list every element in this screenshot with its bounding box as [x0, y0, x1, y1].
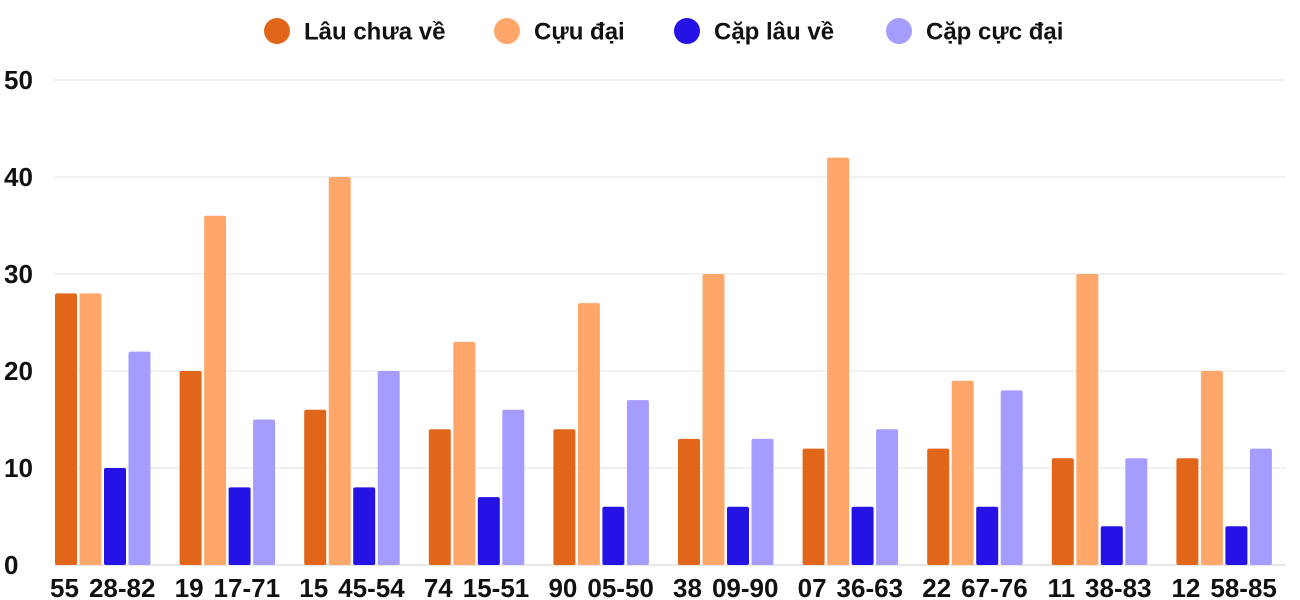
bar-3-38: [727, 506, 749, 565]
x-tick-number: 19: [175, 573, 204, 600]
bar-1-22: [927, 448, 950, 565]
x-tick-label: 19 17-71: [175, 573, 280, 600]
y-tick-label: 50: [4, 65, 33, 95]
bar-4-38: [751, 438, 774, 565]
bar-3-74: [477, 497, 500, 565]
bar-1-12: [1176, 458, 1199, 565]
x-tick-pair: 45-54: [338, 573, 405, 600]
y-tick-label: 20: [4, 356, 33, 386]
x-tick-label: 22 67-76: [922, 573, 1027, 600]
legend-swatch: [264, 18, 290, 44]
bar-3-15: [353, 487, 376, 565]
bar-3-11: [1100, 526, 1123, 565]
bar-3-22: [976, 506, 999, 565]
bar-3-07: [851, 506, 874, 565]
bar-1-07: [802, 448, 825, 565]
bar-1-11: [1051, 458, 1074, 565]
x-tick-number: 22: [922, 573, 951, 600]
x-axis: 55 28-82 19 17-71 15 45-54 74 15-51 90 05-50 38 09-…: [50, 573, 1277, 600]
x-tick-label: 15 45-54: [299, 573, 405, 600]
y-tick-label: 30: [4, 259, 33, 289]
x-tick-pair: 05-50: [587, 573, 654, 600]
bar-4-12: [1249, 448, 1272, 565]
bar-1-15: [304, 409, 327, 565]
bar-1-90: [553, 429, 576, 565]
legend-item: Cựu đại: [494, 18, 625, 46]
bar-2-19: [204, 215, 227, 566]
bar-4-11: [1125, 458, 1148, 565]
x-tick-number: 12: [1171, 573, 1200, 600]
y-tick-label: 10: [4, 453, 33, 483]
x-tick-pair: 58-85: [1210, 573, 1277, 600]
x-tick-pair: 09-90: [712, 573, 779, 600]
x-tick-pair: 67-76: [961, 573, 1028, 600]
bar-3-55: [104, 468, 126, 565]
x-tick-number: 55: [50, 573, 79, 600]
bar-2-38: [702, 274, 725, 565]
x-tick-number: 90: [548, 573, 577, 600]
legend-item: Cặp cực đại: [886, 18, 1063, 46]
bar-1-19: [179, 371, 202, 565]
x-tick-pair: 15-51: [463, 573, 530, 600]
bar-1-38: [678, 438, 700, 565]
bar-2-90: [577, 303, 600, 565]
bars: [55, 157, 1272, 566]
legend-swatch: [674, 18, 700, 44]
bar-2-55: [79, 293, 102, 565]
bar-1-74: [428, 429, 451, 565]
x-tick-number: 74: [424, 573, 453, 600]
legend-label: Cặp lâu về: [714, 19, 834, 46]
bar-4-90: [626, 400, 649, 565]
y-tick-label: 0: [4, 550, 18, 580]
x-tick-label: 12 58-85: [1171, 573, 1276, 600]
bar-3-90: [602, 506, 625, 565]
x-tick-pair: 38-83: [1085, 573, 1152, 600]
x-tick-label: 11 38-83: [1048, 573, 1152, 600]
bar-2-22: [951, 380, 974, 565]
x-tick-number: 15: [299, 573, 328, 600]
legend-item: Cặp lâu về: [674, 18, 834, 46]
bar-4-55: [128, 351, 151, 565]
x-tick-pair: 36-63: [837, 573, 904, 600]
x-tick-pair: 28-82: [89, 573, 156, 600]
x-tick-pair: 17-71: [214, 573, 281, 600]
legend-label: Lâu chưa về: [304, 19, 445, 46]
legend-swatch: [494, 18, 520, 44]
bar-4-22: [1000, 390, 1023, 565]
x-tick-label: 38 09-90: [673, 573, 778, 600]
bar-3-19: [228, 487, 251, 565]
y-axis: 0 10 20 30 40 50: [4, 65, 33, 580]
x-tick-label: 74 15-51: [424, 573, 529, 600]
bar-2-74: [453, 341, 476, 565]
bar-4-07: [876, 429, 899, 565]
x-tick-label: 07 36-63: [798, 573, 903, 600]
bar-4-74: [502, 409, 525, 565]
x-tick-label: 90 05-50: [548, 573, 653, 600]
bar-2-15: [328, 177, 351, 565]
bar-2-11: [1076, 274, 1099, 565]
bar-4-19: [253, 419, 276, 565]
bar-4-15: [377, 371, 400, 565]
bar-2-12: [1200, 371, 1223, 565]
x-tick-number: 38: [673, 573, 702, 600]
x-tick-number: 11: [1048, 573, 1076, 600]
bar-1-55: [55, 293, 77, 565]
legend-item: Lâu chưa về: [264, 18, 445, 46]
legend-label: Cựu đại: [534, 19, 625, 46]
bar-2-07: [827, 157, 850, 565]
legend: Lâu chưa về Cựu đại Cặp lâu về Cặp cực đại: [264, 18, 1063, 46]
legend-swatch: [886, 18, 912, 44]
x-tick-label: 55 28-82: [50, 573, 155, 600]
x-tick-number: 07: [798, 573, 827, 600]
bar-3-12: [1225, 526, 1248, 565]
legend-label: Cặp cực đại: [926, 19, 1063, 46]
y-tick-label: 40: [4, 162, 33, 192]
